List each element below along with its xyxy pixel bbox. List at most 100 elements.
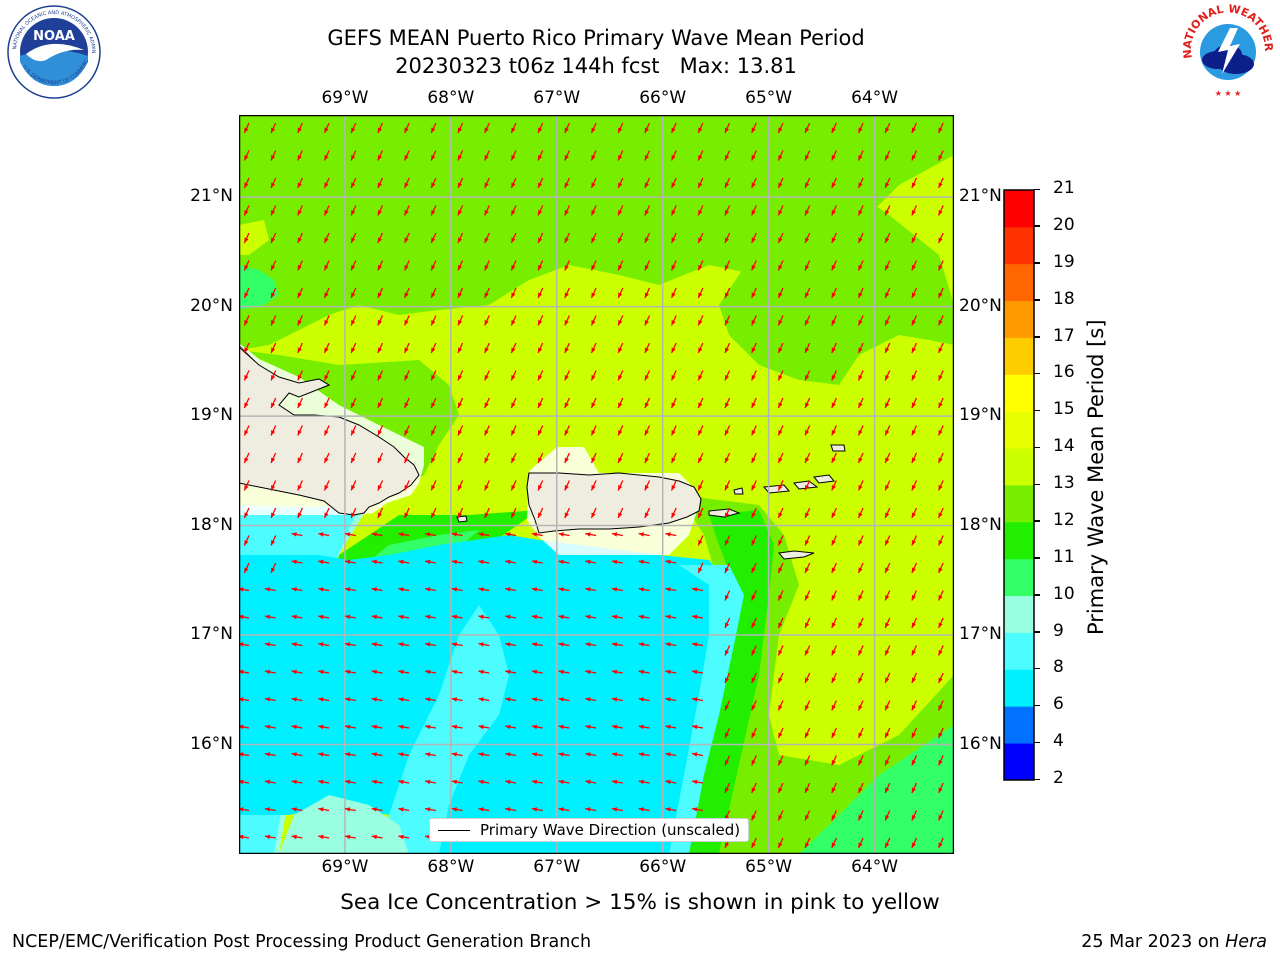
wave-arrow <box>371 724 383 730</box>
wave-arrow <box>350 205 357 216</box>
wave-arrow <box>777 507 784 519</box>
wave-arrow <box>270 232 277 244</box>
wave-arrow <box>344 724 356 730</box>
wave-arrow <box>531 614 543 620</box>
wave-arrow <box>297 342 303 354</box>
wave-arrow <box>323 232 330 244</box>
wave-arrow <box>564 150 570 161</box>
wave-arrow <box>697 480 704 491</box>
wave-arrow <box>937 425 944 436</box>
wave-arrow <box>537 507 544 519</box>
wave-arrow <box>558 614 570 620</box>
wave-arrow <box>243 287 250 299</box>
wave-arrow <box>537 397 544 409</box>
wave-arrow <box>777 727 784 739</box>
wave-arrow <box>831 122 837 134</box>
wave-arrow <box>665 697 677 702</box>
wave-arrow <box>451 724 463 730</box>
wave-arrow <box>611 807 623 812</box>
wave-arrow <box>291 669 303 675</box>
wave-arrow <box>611 697 623 702</box>
noaa-logo: NOAA NATIONAL OCEANIC AND ATMOSPHERIC AD… <box>3 0 102 100</box>
footer-machine: Hera <box>1225 932 1267 952</box>
wave-arrow <box>403 287 410 299</box>
desecheo-island <box>456 515 468 523</box>
wave-arrow <box>937 370 944 381</box>
wave-arrow <box>804 342 811 354</box>
wave-arrow <box>777 452 784 464</box>
wave-arrow <box>884 700 891 711</box>
wave-arrow <box>457 452 464 464</box>
wave-arrow <box>724 177 731 189</box>
wave-arrow <box>451 587 463 592</box>
wave-arrow <box>884 672 891 684</box>
wave-arrow <box>857 837 864 849</box>
wave-arrow <box>484 287 490 299</box>
colorbar-tick-mark <box>1034 631 1040 633</box>
wave-arrow <box>291 559 303 565</box>
colorbar-tick-mark <box>1034 409 1040 412</box>
wave-arrow <box>831 287 837 299</box>
wave-arrow <box>617 122 624 134</box>
wave-arrow <box>804 177 811 189</box>
wave-arrow <box>398 669 410 675</box>
wave-arrow <box>478 807 490 812</box>
wave-arrow <box>831 342 837 354</box>
wave-arrow <box>831 535 837 546</box>
wave-arrow <box>457 177 464 189</box>
wave-arrow <box>857 782 864 794</box>
wave-arrow <box>670 177 677 189</box>
colorbar-tick-mark <box>1034 336 1040 338</box>
wave-arrow <box>831 205 837 216</box>
wave-arrow <box>505 779 517 785</box>
period-band-11-12-nw <box>239 265 279 310</box>
wave-arrow <box>590 397 597 409</box>
wave-arrow <box>665 614 677 620</box>
wave-arrow <box>884 287 891 299</box>
colorbar-tick-mark <box>1034 446 1040 449</box>
wave-arrow <box>350 370 357 381</box>
colorbar-segment <box>1004 706 1034 744</box>
wave-arrow <box>430 122 437 134</box>
colorbar-segment <box>1004 226 1034 265</box>
wave-arrow <box>377 177 384 189</box>
tick-label: 18°N <box>959 514 1002 535</box>
wave-arrow <box>564 342 570 354</box>
wave-arrow <box>611 642 623 647</box>
wave-arrow <box>617 287 624 299</box>
wave-arrow <box>911 425 918 436</box>
wave-arrow <box>804 122 811 134</box>
wave-arrow <box>270 287 277 299</box>
wave-arrow <box>291 807 303 812</box>
wave-arrow <box>884 507 891 519</box>
wave-arrow <box>638 697 650 702</box>
wave-arrow <box>884 177 891 189</box>
wave-arrow <box>424 532 437 537</box>
wave-arrow <box>377 370 384 381</box>
wave-arrow <box>911 342 918 354</box>
svg-text:★ ★ ★: ★ ★ ★ <box>1215 89 1242 98</box>
wave-arrow <box>644 315 651 326</box>
map-legend: Primary Wave Direction (unscaled) <box>429 818 750 842</box>
wave-arrow <box>270 480 277 491</box>
wave-arrow <box>638 752 650 757</box>
wave-arrow <box>831 315 837 326</box>
wave-arrow <box>558 642 570 647</box>
colorbar-tick-label: 4 <box>1053 731 1064 752</box>
wave-arrow <box>724 150 731 161</box>
wave-arrow <box>377 507 384 519</box>
wave-arrow <box>558 669 570 675</box>
wave-arrow <box>344 834 356 840</box>
wave-arrow <box>484 370 490 381</box>
wave-arrow <box>857 727 864 739</box>
wave-arrow <box>484 452 490 464</box>
wave-arrow <box>377 122 384 134</box>
wave-arrow <box>537 122 544 134</box>
tick-label: 20°N <box>190 295 233 316</box>
wave-arrow <box>857 232 864 244</box>
wave-arrow <box>451 669 463 675</box>
wave-arrow <box>264 587 276 592</box>
wave-arrow <box>585 614 597 620</box>
wave-arrow <box>590 480 597 491</box>
wave-arrow <box>911 480 918 491</box>
